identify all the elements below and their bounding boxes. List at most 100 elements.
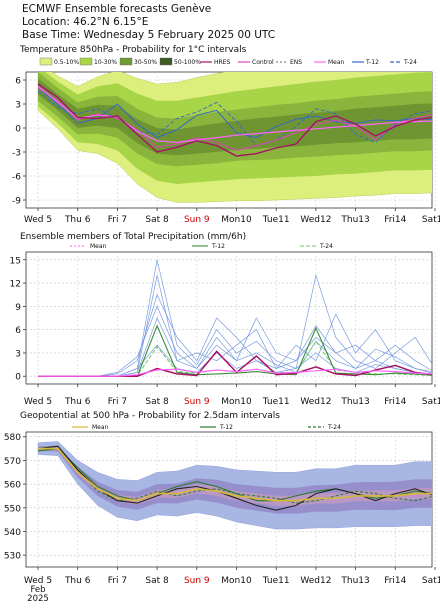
- legend-swatch-10-30%: [79, 57, 93, 66]
- x-tick-label: Thu 6: [64, 397, 91, 407]
- y-tick-label: 560: [4, 481, 21, 491]
- legend-temperature: 0.5-10% 10-30% 30-50% 50-100% HRES Control ENS…: [39, 57, 417, 66]
- x-tick-label: Sun 9: [184, 576, 210, 586]
- header-base-time: Base Time: Wednesday 5 February 2025 00 …: [22, 28, 276, 41]
- ensemble-member-line: [38, 293, 432, 377]
- x-tick-label: Thu13: [340, 215, 369, 225]
- x-tick-label: Mon10: [221, 397, 252, 407]
- legend-label: T-24: [327, 424, 341, 431]
- plot-frame: [25, 251, 433, 385]
- y-tick-label: -9: [12, 197, 21, 207]
- legend-label: Control: [252, 59, 274, 66]
- x-tick-label: Sat 8: [145, 397, 169, 407]
- t12-line: [37, 87, 432, 139]
- panel-3: 580 570 560 550 540 530 Geopotential at 500 hP…: [4, 411, 440, 604]
- header-location: Location: 46.2°N 6.15°E: [22, 15, 149, 28]
- panel-1: 6 3 0 -3 -6 -9 Temperature 850hPa - Probabilit…: [12, 45, 440, 225]
- y-tick-label: 6: [15, 326, 21, 336]
- x-tick-label: Fri 7: [108, 397, 127, 407]
- x-tick-label: Sat15: [422, 397, 440, 407]
- legend-geopotential: Mean T-12 T-24: [72, 424, 341, 431]
- legend-label: T-24: [403, 59, 417, 66]
- x-tick-label: Sat 8: [145, 576, 169, 586]
- t12-line: [37, 448, 432, 502]
- legend-swatch-50-100%: [159, 57, 173, 66]
- mean-line: [38, 368, 432, 377]
- mean-line: [37, 85, 432, 144]
- y-tick-label: 580: [4, 433, 21, 443]
- legend-label: 50-100%: [174, 59, 201, 66]
- y-tick-label: 0: [15, 125, 21, 135]
- y-tick-label: 15: [10, 256, 21, 266]
- x-tick-label: Tue11: [262, 397, 290, 407]
- legend-precip: Mean T-12 T-24: [70, 243, 333, 250]
- x-tick-label: Wed 5: [24, 397, 52, 407]
- panel-title: Temperature 850hPa - Probability for 1°C…: [19, 45, 247, 55]
- x-tick-label: Mon10: [221, 576, 252, 586]
- y-tick-label: 550: [4, 504, 21, 514]
- legend-swatch-0.5-10%: [39, 57, 53, 66]
- legend-label: T-12: [365, 59, 379, 66]
- legend-label: Mean: [92, 424, 109, 431]
- band-30-50: [38, 72, 432, 167]
- y-tick-label: 6: [15, 77, 21, 87]
- y-tick-label: 0: [15, 373, 21, 383]
- y-tick-label: 540: [4, 528, 21, 538]
- x-tick-label: Thu13: [340, 576, 369, 586]
- y-tick-label: -6: [12, 173, 21, 183]
- x-tick-label: Fri 7: [108, 576, 127, 586]
- t24-line: [37, 90, 432, 147]
- precip-lines: [38, 259, 432, 377]
- panel-title: Ensemble members of Total Precipitation …: [20, 232, 246, 242]
- x-tick-label: Wed12: [300, 397, 331, 407]
- x-tick-label: Thu 6: [64, 215, 91, 225]
- x-tick-label: Wed 5: [24, 215, 52, 225]
- x-tick-label: Sat15: [422, 215, 440, 225]
- x-tick-label: Fri14: [384, 397, 406, 407]
- t24-line: [37, 445, 432, 504]
- y-tick-label: 9: [15, 303, 21, 313]
- x-tick-label: Sat 8: [145, 215, 169, 225]
- y-tick-label: 12: [10, 280, 21, 290]
- probability-bands: [37, 72, 432, 203]
- panel-title: Geopotential at 500 hPa - Probability fo…: [20, 411, 280, 421]
- x-tick-label: Fri14: [384, 215, 406, 225]
- x-tick-label: Sun 9: [184, 215, 210, 225]
- legend-swatch-30-50%: [119, 57, 133, 66]
- header-title: ECMWF Ensemble forecasts Genève: [22, 3, 212, 15]
- y-tick-label: -3: [12, 149, 21, 159]
- legend-label: T-24: [319, 243, 333, 250]
- chart-header: ECMWF Ensemble forecasts Genève Location…: [22, 3, 432, 41]
- band-core: [38, 447, 432, 506]
- x-subtick-month: Feb: [30, 585, 45, 595]
- ensemble-member-line: [38, 305, 432, 377]
- legend-label: Mean: [90, 243, 107, 250]
- panel-2: 15 12 9 6 3 0 Ensemble members of Total Precip…: [10, 232, 440, 407]
- y-tick-label: 570: [4, 457, 21, 467]
- hres-line: [37, 83, 432, 157]
- legend-label: T-12: [219, 424, 233, 431]
- legend-label: HRES: [214, 59, 230, 66]
- x-tick-label: Tue11: [262, 576, 290, 586]
- x-tick-label: Thu13: [340, 397, 369, 407]
- legend-label: T-12: [211, 243, 225, 250]
- legend-label: 10-30%: [94, 59, 117, 66]
- x-tick-label: Sun 9: [184, 397, 210, 407]
- x-subtick-year: 2025: [27, 594, 49, 604]
- x-tick-label: Fri14: [384, 576, 406, 586]
- legend-label: ENS: [290, 59, 302, 66]
- y-tick-label: 530: [4, 552, 21, 562]
- x-tick-label: Thu 6: [64, 576, 91, 586]
- legend-label: Mean: [328, 59, 345, 66]
- probability-bands: [37, 441, 432, 530]
- band-50-100: [38, 78, 432, 156]
- x-tick-label: Fri 7: [108, 215, 127, 225]
- legend-label: 30-50%: [134, 59, 157, 66]
- x-tick-label: Mon10: [221, 215, 252, 225]
- mean-line: [38, 447, 432, 502]
- y-tick-label: 3: [15, 101, 21, 111]
- x-tick-label: Wed12: [300, 576, 331, 586]
- y-tick-label: 3: [15, 349, 21, 359]
- x-tick-label: Wed12: [300, 215, 331, 225]
